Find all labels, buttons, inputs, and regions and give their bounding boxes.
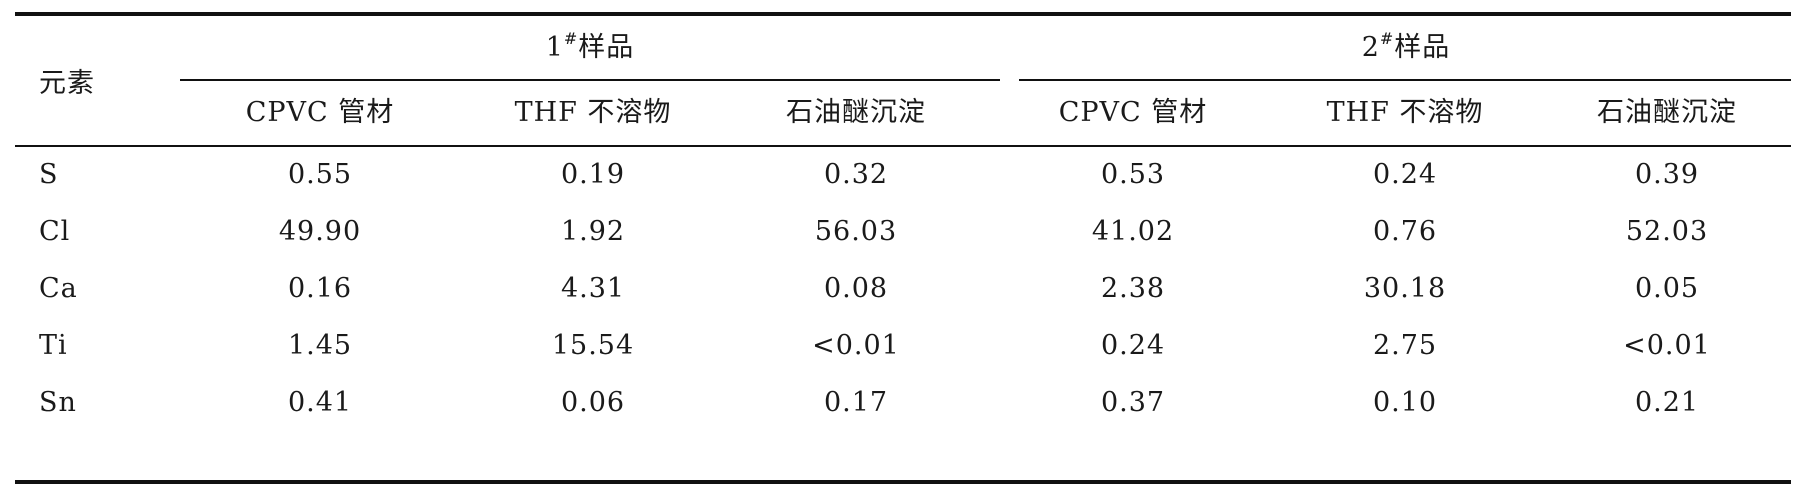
cell-s-6: 0.39 <box>1634 159 1700 190</box>
row-label-ti: Ti <box>39 330 68 361</box>
group-header-2-text: 样品 <box>1394 32 1451 63</box>
cell-sn-1: 0.41 <box>287 387 353 418</box>
cell-ca-3: 0.08 <box>823 273 889 304</box>
group1-underline <box>180 79 1000 81</box>
subheader-2: THF 不溶物 <box>514 97 672 128</box>
cell-ca-5: 30.18 <box>1363 273 1447 304</box>
row-label-sn: Sn <box>39 387 77 418</box>
cell-ti-6: <0.01 <box>1623 330 1711 361</box>
cell-cl-1: 49.90 <box>278 216 362 247</box>
data-table: 元素 1#样品 2#样品 CPVC 管材 THF 不溶物 石油醚沉淀 CPVC … <box>15 12 1791 484</box>
row-label-ca: Ca <box>39 273 78 304</box>
table-bottom-rule <box>15 480 1791 484</box>
cell-cl-2: 1.92 <box>560 216 626 247</box>
cell-ca-6: 0.05 <box>1634 273 1700 304</box>
subheader-6: 石油醚沉淀 <box>1597 97 1737 128</box>
subheader-4: CPVC 管材 <box>1058 97 1208 128</box>
cell-s-1: 0.55 <box>287 159 353 190</box>
table-top-rule <box>15 12 1791 16</box>
group-header-2-num: 2 <box>1361 32 1380 63</box>
cell-ti-4: 0.24 <box>1100 330 1166 361</box>
cell-cl-3: 56.03 <box>814 216 898 247</box>
group-header-2-sup: # <box>1379 29 1395 48</box>
cell-sn-6: 0.21 <box>1634 387 1700 418</box>
cell-ca-1: 0.16 <box>287 273 353 304</box>
cell-ca-2: 4.31 <box>560 273 626 304</box>
cell-s-4: 0.53 <box>1100 159 1166 190</box>
cell-cl-6: 52.03 <box>1625 216 1709 247</box>
group-header-1-sup: # <box>563 29 579 48</box>
cell-sn-4: 0.37 <box>1100 387 1166 418</box>
row-label-s: S <box>39 159 59 190</box>
group-header-2: 2#样品 <box>1361 29 1451 64</box>
cell-s-3: 0.32 <box>823 159 889 190</box>
cell-ca-4: 2.38 <box>1100 273 1166 304</box>
subheader-5: THF 不溶物 <box>1326 97 1484 128</box>
cell-ti-2: 15.54 <box>551 330 635 361</box>
cell-sn-5: 0.10 <box>1372 387 1438 418</box>
group-header-1-num: 1 <box>545 32 564 63</box>
row-header: 元素 <box>39 68 95 99</box>
cell-s-5: 0.24 <box>1372 159 1438 190</box>
cell-sn-3: 0.17 <box>823 387 889 418</box>
subheader-3: 石油醚沉淀 <box>786 97 926 128</box>
header-bottom-rule <box>15 145 1791 147</box>
group-header-1: 1#样品 <box>545 29 635 64</box>
cell-ti-1: 1.45 <box>287 330 353 361</box>
row-label-cl: Cl <box>39 216 71 247</box>
cell-ti-5: 2.75 <box>1372 330 1438 361</box>
subheader-1: CPVC 管材 <box>245 97 395 128</box>
cell-s-2: 0.19 <box>560 159 626 190</box>
group-header-1-text: 样品 <box>578 32 635 63</box>
group2-underline <box>1019 79 1791 81</box>
cell-ti-3: <0.01 <box>812 330 900 361</box>
cell-sn-2: 0.06 <box>560 387 626 418</box>
cell-cl-4: 41.02 <box>1091 216 1175 247</box>
cell-cl-5: 0.76 <box>1372 216 1438 247</box>
